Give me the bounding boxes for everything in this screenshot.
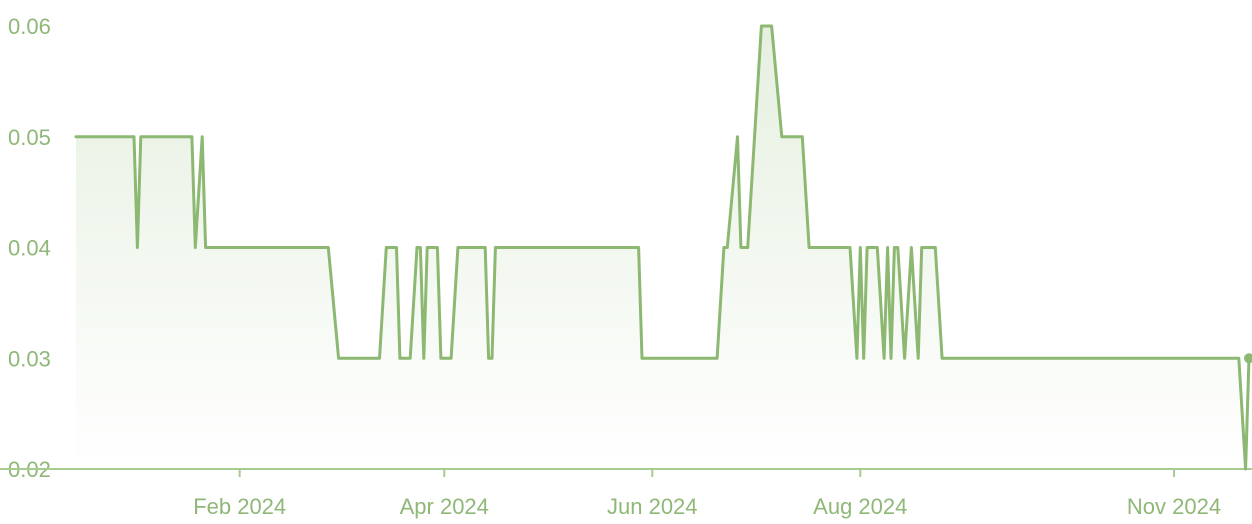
x-tick-label: Nov 2024: [1127, 494, 1221, 519]
x-tick-label: Feb 2024: [193, 494, 286, 519]
y-tick-label: 0.06: [8, 14, 51, 39]
x-tick-label: Aug 2024: [813, 494, 907, 519]
y-tick-label: 0.05: [8, 125, 51, 150]
y-tick-label: 0.04: [8, 236, 51, 261]
series-line: [74, 24, 1251, 471]
x-tick-label: Apr 2024: [400, 494, 489, 519]
data-points: [1244, 353, 1252, 364]
last-point-marker: [1244, 353, 1252, 364]
x-axis-ticks: Feb 2024 Apr 2024 Jun 2024 Aug 2024 Nov 2024: [193, 469, 1221, 519]
y-axis-ticks: 0.020.030.040.050.06: [8, 14, 51, 482]
x-tick-label: Jun 2024: [607, 494, 698, 519]
y-tick-label: 0.03: [8, 346, 51, 371]
